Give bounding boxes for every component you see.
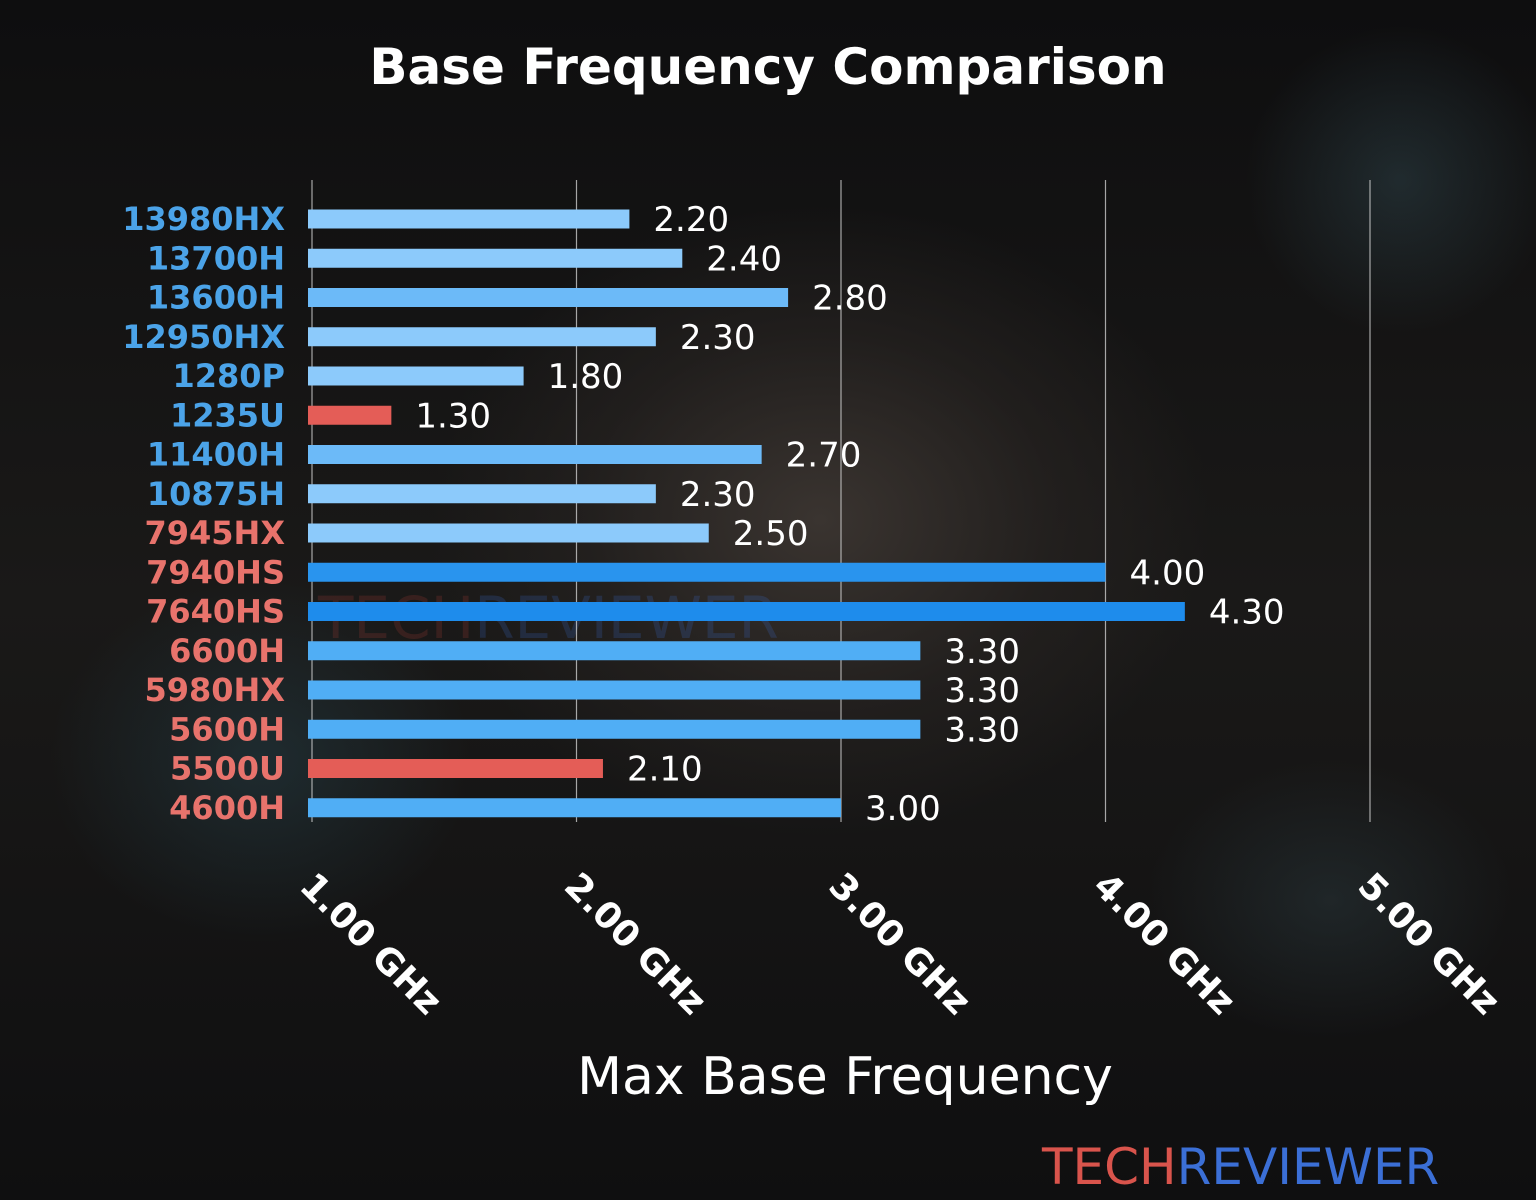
category-label-5600H: 5600H (169, 710, 285, 748)
value-label-13600H: 2.80 (812, 279, 888, 319)
bar-6600H (308, 641, 921, 661)
category-label-12950HX: 12950HX (122, 318, 285, 356)
category-label-13980HX: 13980HX (122, 200, 285, 238)
x-tick-labels: 1.00 GHz 2.00 GHz 3.00 GHz 4.00 GHz 5.00 GHz (292, 865, 1508, 1023)
bar-13700H (308, 248, 683, 268)
bar-1235U (308, 405, 392, 425)
bar-1280P (308, 366, 524, 386)
value-label-11400H: 2.70 (786, 436, 862, 476)
bar-13980HX (308, 209, 630, 229)
bar-13600H (308, 288, 789, 307)
logo-reviewer: REVIEWER (1176, 1138, 1440, 1196)
category-label-10875H: 10875H (147, 475, 285, 513)
value-label-7945HX: 2.50 (733, 514, 809, 554)
category-label-7945HX: 7945HX (144, 514, 285, 552)
logo-tech: TECH (1042, 1138, 1177, 1196)
bar-7945HX (308, 523, 709, 543)
value-label-7640HS: 4.30 (1209, 593, 1285, 633)
value-label-12950HX: 2.30 (680, 318, 756, 358)
bar-7640HS (308, 602, 1185, 621)
category-labels: 13980HX13700H13600H12950HX1280P1235U1140… (122, 200, 285, 827)
category-label-7940HS: 7940HS (146, 553, 285, 591)
bar-7940HS (308, 562, 1106, 582)
bars (308, 209, 1185, 818)
bar-5600H (308, 719, 921, 739)
category-label-4600H: 4600H (169, 789, 285, 827)
bar-5500U (308, 759, 603, 778)
value-label-10875H: 2.30 (680, 475, 756, 515)
category-label-7640HS: 7640HS (146, 593, 285, 631)
value-label-5980HX: 3.30 (944, 671, 1020, 711)
value-label-5600H: 3.30 (944, 710, 1020, 750)
category-label-6600H: 6600H (169, 632, 285, 670)
category-label-11400H: 11400H (147, 436, 285, 474)
value-label-7940HS: 4.00 (1130, 553, 1206, 593)
bar-5980HX (308, 680, 921, 700)
bar-12950HX (308, 327, 656, 347)
value-label-13700H: 2.40 (706, 239, 782, 279)
bar-11400H (308, 445, 762, 464)
x-tick-label-2: 3.00 GHz (821, 865, 979, 1023)
x-axis-label: Max Base Frequency (577, 1047, 1113, 1107)
category-label-5980HX: 5980HX (144, 671, 285, 709)
value-label-1280P: 1.80 (548, 357, 624, 397)
category-label-13700H: 13700H (147, 239, 285, 277)
category-label-5500U: 5500U (170, 750, 285, 788)
x-tick-label-1: 2.00 GHz (556, 865, 714, 1023)
category-label-13600H: 13600H (147, 279, 285, 317)
bar-4600H (308, 798, 841, 818)
value-label-4600H: 3.00 (865, 789, 941, 829)
bar-10875H (308, 484, 656, 504)
category-label-1280P: 1280P (172, 357, 285, 395)
value-labels: 2.202.402.802.301.801.302.702.302.504.00… (415, 200, 1284, 829)
brand-logo: TECHREVIEWER (1042, 1140, 1439, 1194)
value-label-5500U: 2.10 (627, 750, 703, 790)
value-label-1235U: 1.30 (415, 396, 491, 436)
chart-title: Base Frequency Comparison (369, 38, 1166, 96)
x-tick-label-0: 1.00 GHz (292, 865, 450, 1023)
category-label-1235U: 1235U (170, 396, 285, 434)
x-tick-label-4: 5.00 GHz (1350, 865, 1508, 1023)
x-tick-label-3: 4.00 GHz (1085, 865, 1243, 1023)
value-label-6600H: 3.30 (944, 632, 1020, 672)
value-label-13980HX: 2.20 (653, 200, 729, 240)
